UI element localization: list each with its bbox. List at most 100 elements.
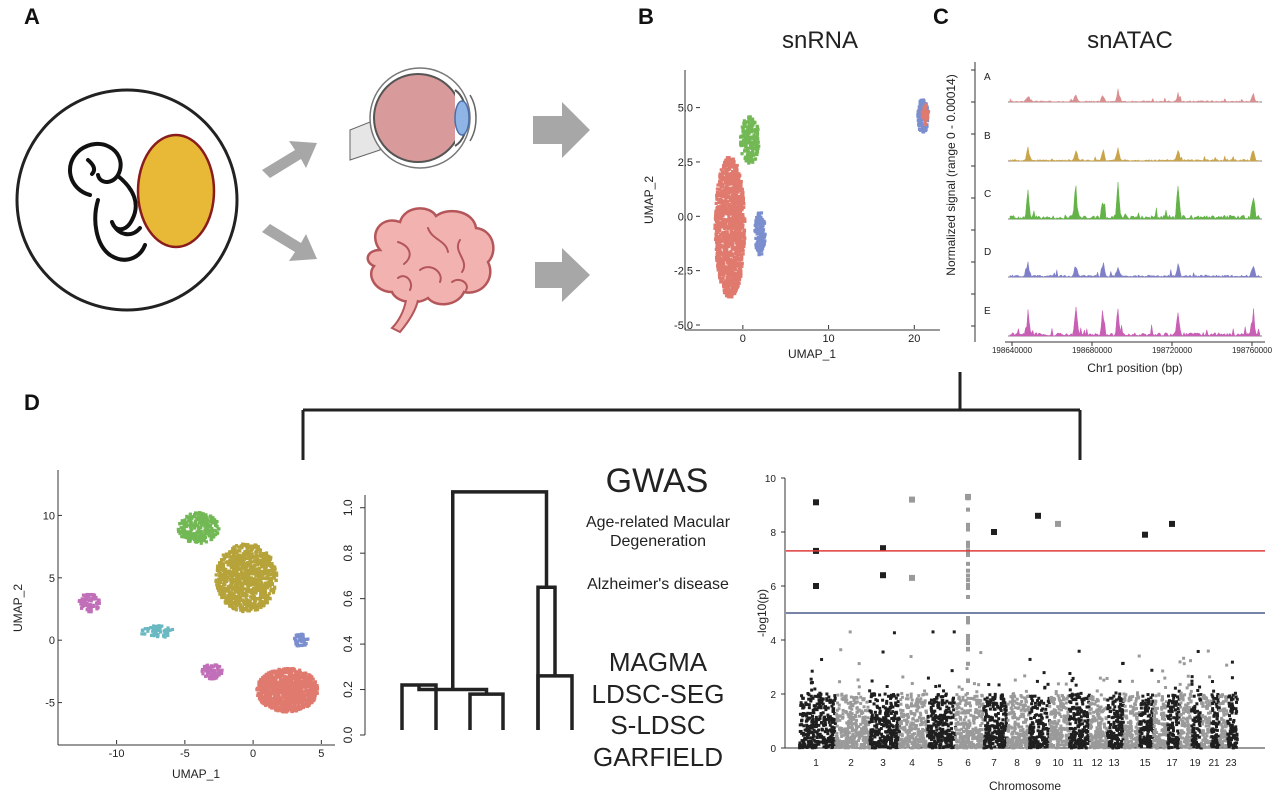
umap-point xyxy=(262,687,266,691)
snp-point xyxy=(825,692,829,696)
umap-point xyxy=(263,701,267,706)
track-signal xyxy=(1009,306,1261,337)
umap-point xyxy=(286,691,290,695)
umap-point xyxy=(734,235,739,239)
snp-point xyxy=(861,697,865,701)
umap-point xyxy=(248,583,252,587)
umap-point xyxy=(280,702,284,706)
umap-point xyxy=(224,552,229,556)
umap-point xyxy=(722,288,726,292)
umap-point xyxy=(747,115,751,119)
umap-point xyxy=(287,686,291,690)
snp-point xyxy=(894,710,898,714)
track-signal xyxy=(1009,182,1261,220)
snp-point xyxy=(827,720,831,724)
umap-point xyxy=(241,554,245,558)
umap-point xyxy=(722,283,726,288)
umap-point xyxy=(715,241,719,245)
umap-point xyxy=(731,172,735,176)
umap-point xyxy=(271,696,275,701)
snp-point xyxy=(861,716,865,720)
umap-point xyxy=(224,567,228,571)
umap-point xyxy=(237,567,241,572)
umap-point xyxy=(255,557,259,561)
snp-point xyxy=(859,746,863,750)
umap-point xyxy=(143,632,147,636)
umap-point xyxy=(258,559,262,564)
umap-point xyxy=(254,582,258,586)
umap-point xyxy=(242,543,246,548)
umap-point xyxy=(757,252,761,256)
panel-label-d: D xyxy=(24,390,40,415)
umap-point xyxy=(270,702,274,706)
umap-point xyxy=(722,212,726,216)
umap-point xyxy=(273,671,277,675)
umap-point xyxy=(721,177,725,182)
umap-point xyxy=(730,288,734,292)
umap-point xyxy=(740,142,744,147)
umap-point xyxy=(259,689,264,694)
umap-point xyxy=(754,221,758,226)
umap-point xyxy=(732,272,737,276)
umap-point xyxy=(256,597,260,601)
umap-point xyxy=(300,635,304,639)
umap-point xyxy=(208,675,212,679)
umap-point xyxy=(730,285,735,290)
umap-point xyxy=(305,688,309,693)
umap-point xyxy=(245,580,250,584)
umap-point xyxy=(737,184,741,188)
umap-point xyxy=(236,587,241,591)
umap-point xyxy=(202,535,206,539)
snp-point xyxy=(881,705,885,709)
umap-point xyxy=(315,687,319,691)
umap-point xyxy=(755,132,760,136)
umap-point xyxy=(265,582,269,586)
umap-point xyxy=(246,609,250,613)
umap-point xyxy=(252,605,257,609)
umap-point xyxy=(252,578,256,583)
snp-point xyxy=(850,729,854,733)
embryo-illustration xyxy=(15,88,239,312)
snp-point xyxy=(805,725,809,729)
snp-point xyxy=(840,693,844,697)
snp-point xyxy=(852,743,856,747)
snp-point xyxy=(840,741,844,745)
snp-point xyxy=(830,746,834,750)
umap-point xyxy=(233,547,237,551)
umap-point xyxy=(731,235,735,239)
umap-point xyxy=(217,564,222,568)
umap-point xyxy=(753,229,757,233)
umap-point xyxy=(91,603,95,608)
umap-point xyxy=(721,166,726,170)
umap-point xyxy=(755,215,759,220)
umap-point xyxy=(741,199,746,203)
umap-point xyxy=(734,201,738,205)
umap-point xyxy=(741,235,745,239)
umap-point xyxy=(715,194,719,198)
umap-point xyxy=(724,253,728,257)
umap-point xyxy=(724,173,728,177)
umap-point xyxy=(728,278,733,282)
umap-point xyxy=(714,201,718,206)
umap-point xyxy=(305,637,309,642)
umap-point xyxy=(717,221,721,225)
umap-point xyxy=(739,270,743,274)
umap-point xyxy=(189,533,193,537)
snp-point xyxy=(809,739,813,743)
umap-point xyxy=(725,294,729,298)
snp-point xyxy=(860,712,864,716)
umap-point xyxy=(299,706,303,710)
umap-point xyxy=(741,190,745,195)
umap-point xyxy=(732,163,736,168)
snp-point xyxy=(807,736,811,740)
umap-point xyxy=(714,247,718,251)
umap-point xyxy=(753,157,758,161)
umap-point xyxy=(299,685,303,689)
dendrogram-branch xyxy=(451,490,549,690)
umap-point xyxy=(925,123,929,127)
umap-point xyxy=(742,202,746,206)
snp-point xyxy=(855,731,859,735)
umap-point xyxy=(234,574,239,578)
umap-point xyxy=(220,595,224,600)
umap-point xyxy=(297,675,302,679)
